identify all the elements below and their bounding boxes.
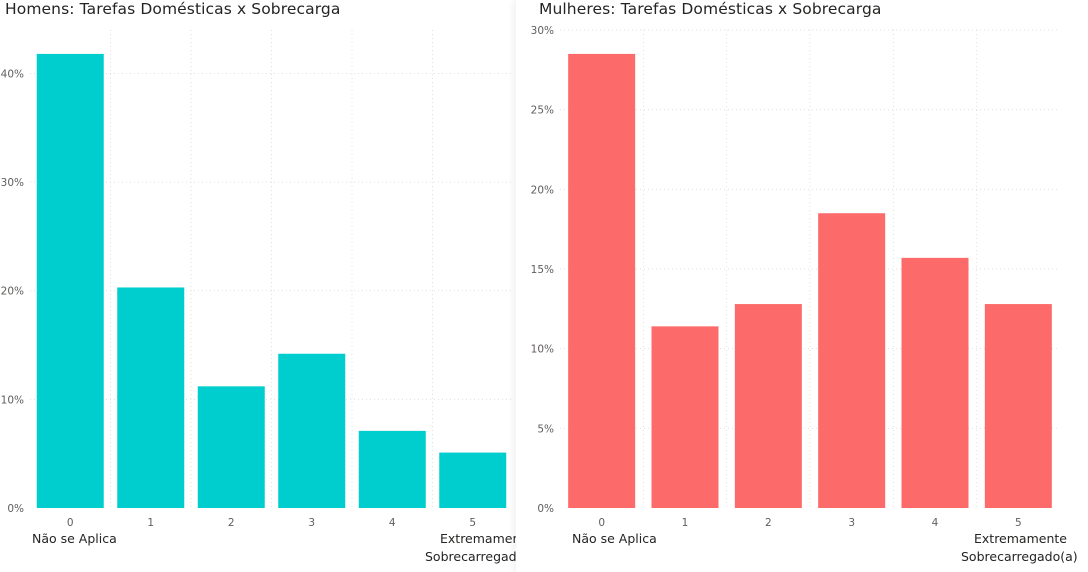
chart-title: Homens: Tarefas Domésticas x Sobrecarga: [5, 0, 341, 18]
y-tick-label: 30%: [531, 25, 554, 37]
x-tick-label: 3: [308, 517, 315, 529]
x-tick-label: 0: [67, 517, 74, 529]
y-tick-label: 15%: [531, 264, 554, 276]
bar[interactable]: [651, 326, 719, 508]
y-tick-label: 0%: [537, 503, 554, 515]
bar[interactable]: [278, 353, 346, 508]
y-tick-label: 30%: [1, 177, 24, 189]
chart-panel-homens: Homens: Tarefas Domésticas x Sobrecarga …: [0, 0, 542, 572]
x-tick-label: 2: [765, 517, 772, 529]
y-tick-label: 25%: [531, 105, 554, 117]
x-tick-label: 1: [682, 517, 689, 529]
y-tick-label: 10%: [531, 344, 554, 356]
bar[interactable]: [439, 452, 507, 508]
x-tick-label: 0: [598, 517, 605, 529]
bar[interactable]: [984, 304, 1052, 508]
x-tick-label: 2: [228, 517, 235, 529]
y-tick-label: 20%: [1, 286, 24, 298]
x-tick-label: 4: [389, 517, 396, 529]
chart-panel-mulheres: Mulheres: Tarefas Domésticas x Sobrecarg…: [516, 0, 1088, 572]
bar[interactable]: [358, 430, 426, 508]
x-tick-label: 3: [848, 517, 855, 529]
x-axis-end-label-line1: Extremamente: [440, 531, 533, 546]
bar-chart-mulheres: 0% 5% 10% 15% 20% 25% 30% 0 1 2 3 4 5: [531, 25, 1060, 529]
x-axis-end-label-line2: Sobrecarregado(a): [961, 549, 1078, 564]
y-tick-label: 40%: [1, 68, 24, 80]
x-axis-end-label-line1: Extremamente: [974, 531, 1067, 546]
bar[interactable]: [901, 257, 969, 508]
bar[interactable]: [117, 287, 185, 508]
bar[interactable]: [36, 53, 104, 509]
x-axis-end-label-line2: Sobrecarregado(a): [425, 549, 542, 564]
bar-chart-homens: 0% 10% 20% 30% 40% 0 1 2 3 4 5: [1, 30, 513, 529]
bar[interactable]: [818, 213, 886, 508]
x-tick-label: 4: [932, 517, 939, 529]
y-tick-label: 20%: [531, 184, 554, 196]
bar[interactable]: [197, 386, 265, 508]
bar[interactable]: [568, 53, 636, 509]
y-tick-label: 5%: [537, 423, 554, 435]
x-tick-label: 1: [147, 517, 154, 529]
x-tick-label: 5: [1015, 517, 1022, 529]
x-axis-start-label: Não se Aplica: [32, 531, 117, 546]
x-axis-start-label: Não se Aplica: [572, 531, 657, 546]
y-tick-label: 10%: [1, 394, 24, 406]
x-tick-label: 5: [469, 517, 476, 529]
bar[interactable]: [734, 304, 802, 508]
chart-title: Mulheres: Tarefas Domésticas x Sobrecarg…: [539, 0, 882, 18]
y-tick-label: 0%: [7, 503, 24, 515]
